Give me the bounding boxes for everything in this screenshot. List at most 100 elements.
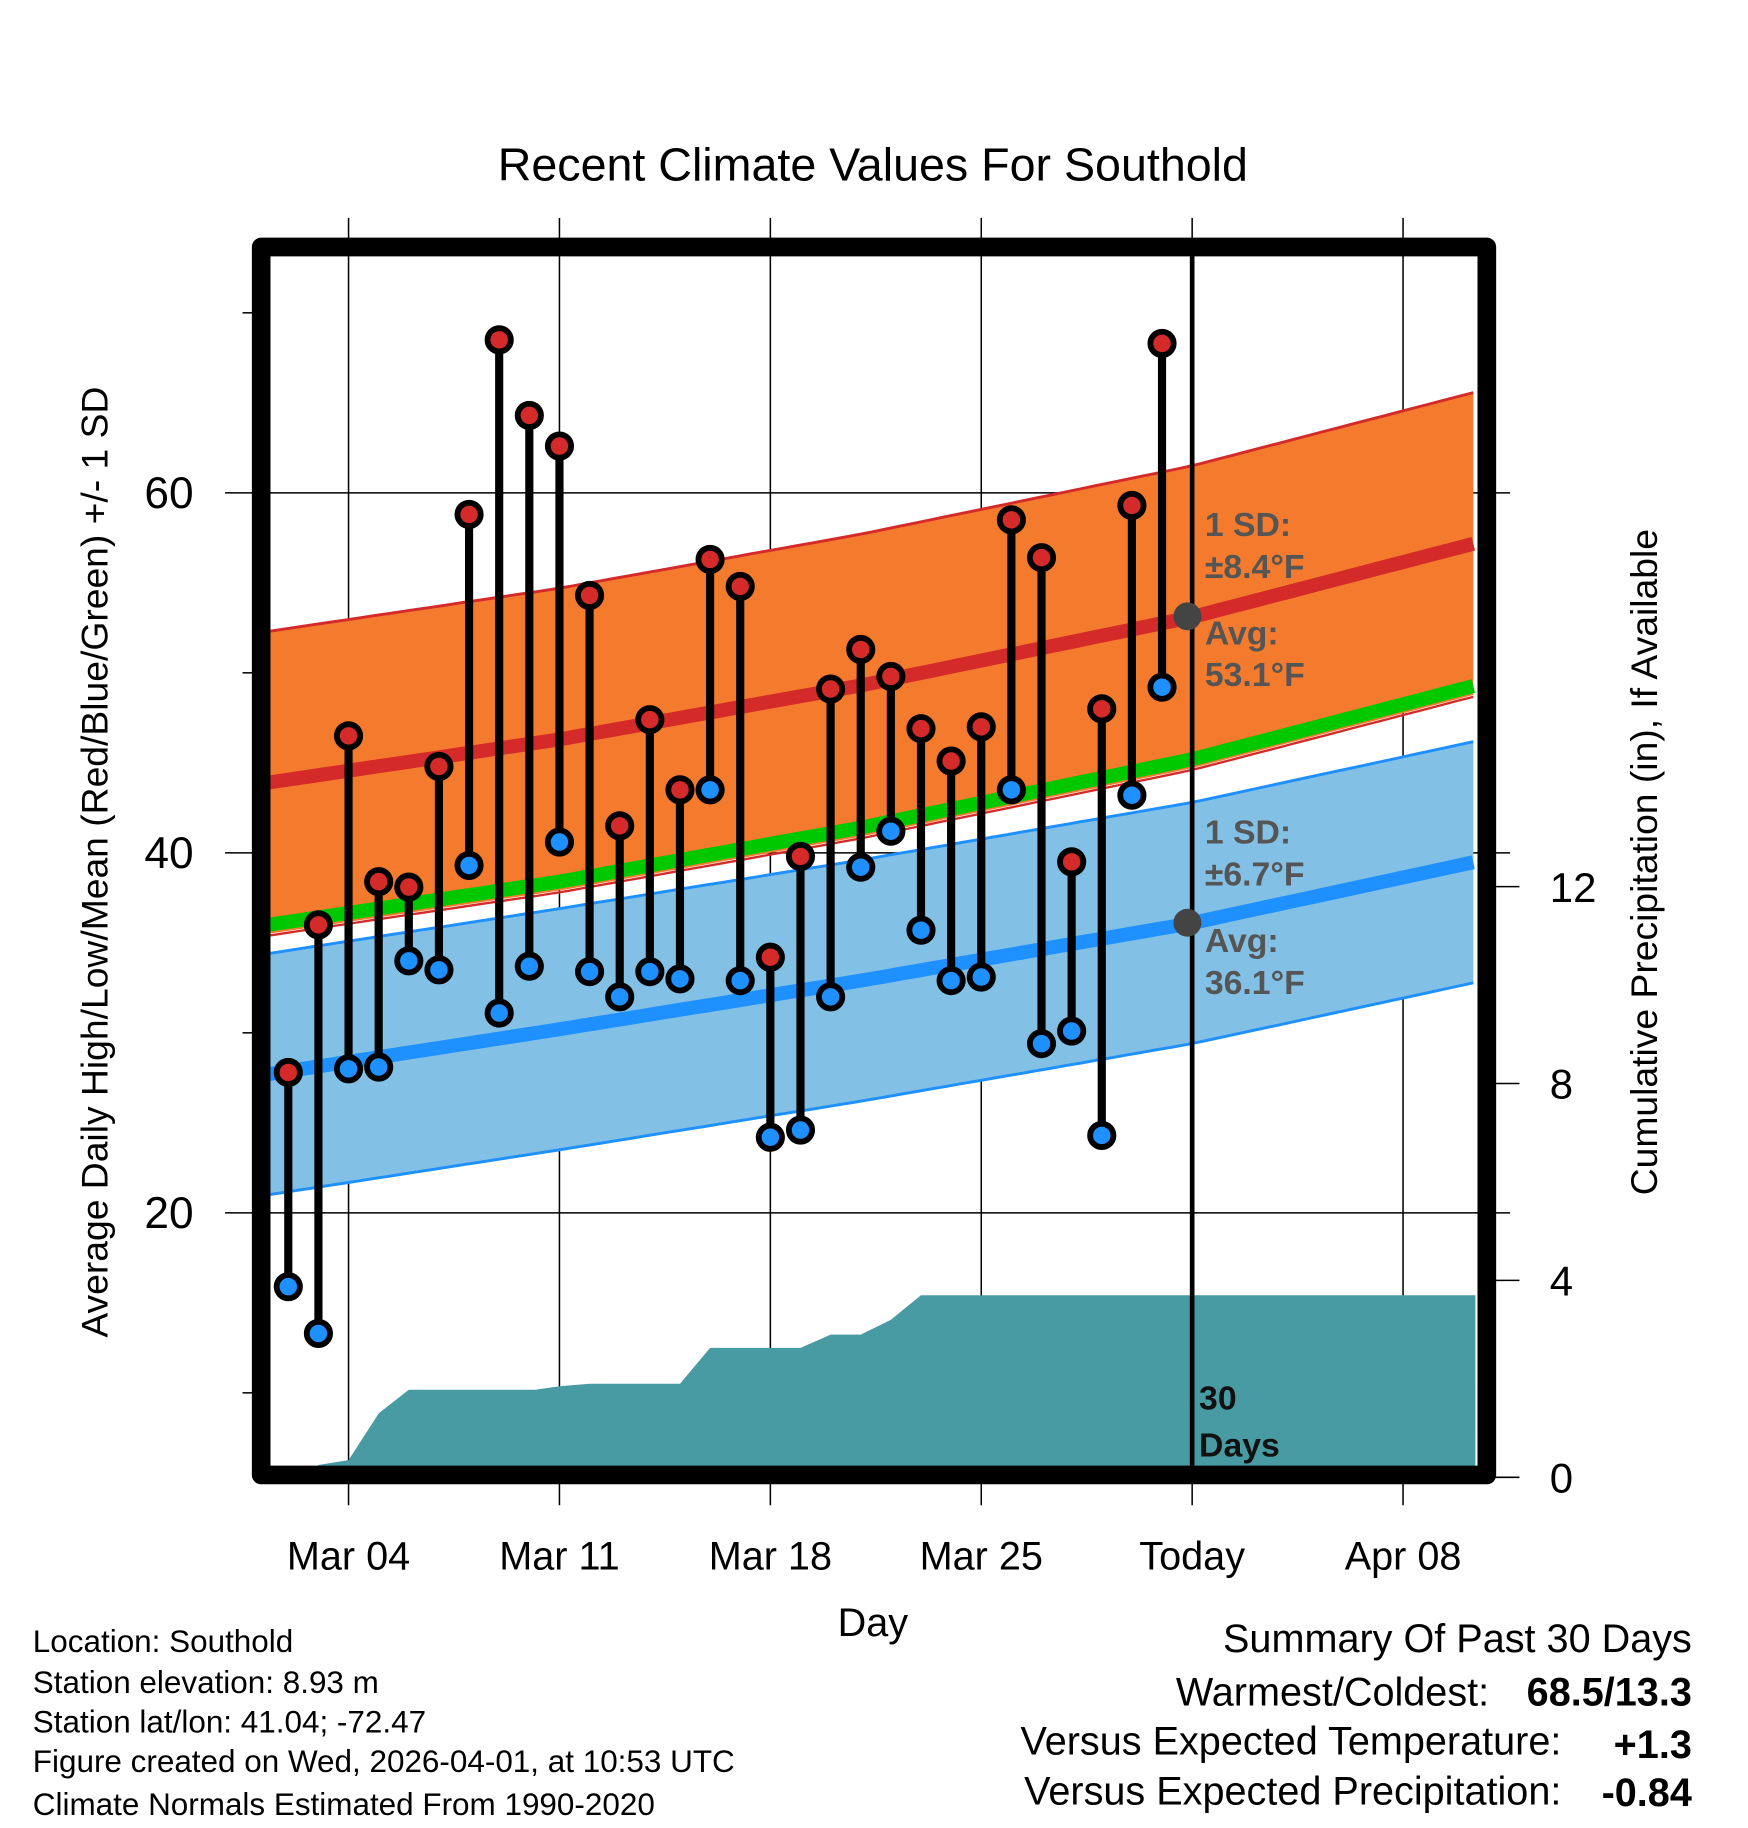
high-point <box>424 751 454 781</box>
axes: Mar 04 Mar 11 Mar 18 Mar 25 Today Apr 0820406… <box>144 312 1597 1578</box>
footer-normals: Climate Normals Estimated From 1990-2020 <box>33 1787 655 1822</box>
low-point <box>364 1052 394 1082</box>
y-tick-label: 60 <box>144 469 193 518</box>
mean-line <box>270 679 1476 932</box>
low-point <box>755 1122 785 1152</box>
high-point <box>635 705 665 735</box>
high-point <box>303 910 333 940</box>
high-point <box>454 499 484 529</box>
high-point <box>725 571 755 601</box>
high-point <box>333 721 364 751</box>
high-point <box>544 431 575 461</box>
y2-tick-label: 8 <box>1550 1061 1573 1108</box>
high-point <box>785 841 816 871</box>
high-point <box>665 775 695 805</box>
high-point <box>273 1057 303 1088</box>
low-point <box>936 966 966 996</box>
y-tick-label: 20 <box>144 1189 193 1238</box>
y2-tick-label: 0 <box>1550 1454 1573 1501</box>
high-point <box>1117 490 1147 520</box>
summary-title: Summary Of Past 30 Days <box>1223 1617 1692 1661</box>
low-point <box>665 964 695 994</box>
low-point <box>966 962 996 992</box>
high-point <box>1087 694 1117 724</box>
x-tick-label: Mar 04 <box>287 1534 410 1578</box>
footer-info: Location: Southold Station elevation: 8.… <box>33 1624 735 1822</box>
high-point <box>1026 543 1057 573</box>
high-point <box>364 867 394 897</box>
low-point <box>1087 1120 1117 1151</box>
y2-tick-label: 4 <box>1550 1258 1573 1305</box>
high-point <box>514 400 544 430</box>
high-point <box>394 872 424 902</box>
high-point <box>906 714 936 744</box>
high-point <box>575 580 605 610</box>
precip-area <box>315 1295 1476 1468</box>
low-point <box>1057 1016 1087 1046</box>
low-point <box>575 957 605 987</box>
y2-tick-label: 12 <box>1550 864 1597 911</box>
low-point <box>394 946 424 976</box>
summary-temp-value: +1.3 <box>1614 1723 1692 1767</box>
low-point <box>906 915 936 945</box>
low-point <box>514 951 544 981</box>
high-sd-band <box>270 392 1474 934</box>
temperature-marks <box>273 255 1195 1471</box>
high-sd-value: ±8.4°F <box>1205 548 1305 586</box>
high-point <box>966 712 996 742</box>
high-avg-label: Avg: <box>1205 614 1279 652</box>
low-avg-label: Avg: <box>1205 922 1279 960</box>
low-point <box>1117 780 1147 810</box>
high-point <box>1057 847 1087 877</box>
chart-title: Recent Climate Values For Southold <box>498 139 1248 191</box>
period-number: 30 <box>1199 1380 1237 1418</box>
low-point <box>454 850 484 880</box>
high-avg-today-dot <box>1173 602 1202 631</box>
low-point <box>635 957 665 987</box>
x-tick-label: Mar 25 <box>920 1534 1043 1578</box>
low-point <box>333 1054 364 1084</box>
high-sd-label: 1 SD: <box>1205 506 1291 544</box>
plot-frame <box>251 237 1497 1485</box>
summary-warm-cold-value: 68.5/13.3 <box>1527 1671 1692 1715</box>
footer-latlon: Station lat/lon: 41.04; -72.47 <box>33 1704 426 1739</box>
high-point <box>484 325 514 355</box>
low-sd-value: ±6.7°F <box>1205 855 1305 893</box>
low-sd-label: 1 SD: <box>1205 814 1291 852</box>
high-point <box>816 674 846 704</box>
low-point <box>1147 672 1177 702</box>
low-avg-today-dot <box>1173 908 1202 937</box>
high-point <box>695 544 725 574</box>
x-tick-label: Mar 18 <box>709 1534 832 1578</box>
low-sd-lower-edge <box>270 981 1474 1196</box>
x-tick-label: Apr 08 <box>1345 1534 1462 1578</box>
x-tick-label: Mar 11 <box>499 1534 619 1578</box>
footer-created: Figure created on Wed, 2026-04-01, at 10… <box>33 1744 735 1779</box>
low-point <box>876 816 906 846</box>
low-point <box>424 955 454 985</box>
low-point <box>785 1115 816 1145</box>
low-point <box>695 775 725 805</box>
low-point <box>816 982 846 1012</box>
annotations: 1 SD: ±8.4°F Avg: 53.1°F 1 SD: ±6.7°F Av… <box>1173 506 1305 1464</box>
high-point <box>846 634 876 664</box>
low-point <box>846 852 876 882</box>
x-axis-title: Day <box>838 1601 909 1645</box>
low-avg-line <box>270 855 1475 1081</box>
summary: Summary Of Past 30 Days Warmest/Coldest:… <box>1020 1617 1691 1815</box>
low-point <box>544 827 575 857</box>
low-point <box>996 775 1026 805</box>
high-avg-value: 53.1°F <box>1205 656 1305 694</box>
y2-axis-title: Cumulative Precipitation (in), If Availa… <box>1623 529 1665 1195</box>
high-point <box>996 505 1026 535</box>
high-point <box>1147 328 1177 358</box>
low-point <box>725 966 755 996</box>
y-tick-label: 40 <box>144 829 193 878</box>
summary-warm-cold-label: Warmest/Coldest: <box>1176 1671 1489 1715</box>
low-avg-value: 36.1°F <box>1205 964 1305 1002</box>
low-point <box>484 998 514 1028</box>
low-point <box>1026 1029 1057 1059</box>
period-unit: Days <box>1199 1426 1280 1464</box>
footer-elevation: Station elevation: 8.93 m <box>33 1665 379 1700</box>
